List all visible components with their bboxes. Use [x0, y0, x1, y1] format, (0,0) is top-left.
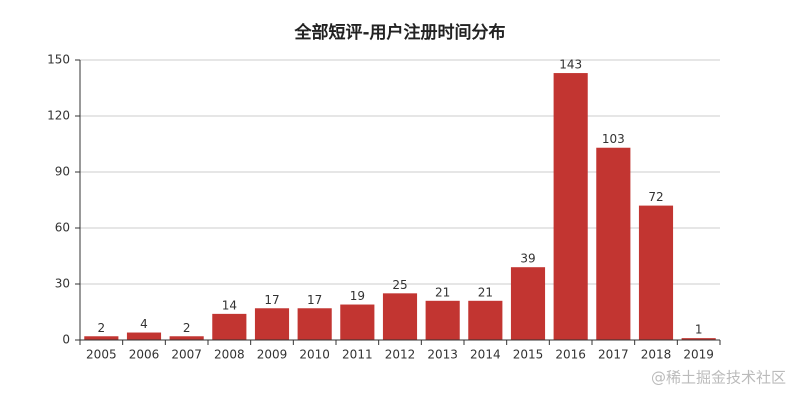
- value-label: 19: [350, 289, 365, 303]
- bar: [510, 267, 546, 340]
- x-tick-label: 2006: [129, 348, 160, 362]
- watermark: @稀土掘金技术社区: [651, 369, 786, 387]
- x-tick-label: 2009: [257, 348, 288, 362]
- x-tick-label: 2018: [641, 348, 672, 362]
- value-label: 143: [559, 58, 582, 72]
- x-tick-label: 2013: [427, 348, 458, 362]
- value-label: 1: [695, 323, 703, 337]
- y-tick-label: 0: [62, 333, 70, 347]
- y-tick-label: 150: [47, 53, 70, 67]
- bar: [468, 300, 503, 340]
- bar: [340, 304, 375, 340]
- bar: [638, 205, 674, 340]
- x-tick-label: 2016: [555, 348, 586, 362]
- x-tick-label: 2008: [214, 348, 245, 362]
- bar: [84, 336, 119, 340]
- bar: [681, 338, 716, 340]
- value-label: 2: [98, 321, 106, 335]
- value-label: 17: [264, 293, 279, 307]
- bar: [553, 73, 588, 341]
- x-tick-label: 2014: [470, 348, 501, 362]
- bar: [212, 313, 247, 340]
- y-tick-label: 60: [55, 221, 70, 235]
- value-label: 14: [222, 298, 237, 312]
- value-label: 4: [140, 317, 148, 331]
- bar: [297, 308, 332, 340]
- bar: [169, 336, 204, 340]
- bar: [596, 147, 631, 340]
- y-tick-label: 90: [55, 165, 70, 179]
- bar: [126, 332, 162, 340]
- value-label: 2: [183, 321, 191, 335]
- y-tick-label: 120: [47, 109, 70, 123]
- value-label: 17: [307, 293, 322, 307]
- value-label: 21: [478, 285, 493, 299]
- x-tick-label: 2019: [683, 348, 714, 362]
- value-label: 103: [602, 132, 625, 146]
- x-tick-label: 2010: [299, 348, 330, 362]
- x-tick-label: 2017: [598, 348, 629, 362]
- x-tick-label: 2015: [513, 348, 544, 362]
- bar: [382, 293, 418, 340]
- chart-title: 全部短评-用户注册时间分布: [293, 22, 505, 43]
- bar: [425, 300, 460, 340]
- x-tick-label: 2005: [86, 348, 117, 362]
- value-label: 39: [520, 252, 535, 266]
- value-label: 25: [392, 278, 407, 292]
- y-tick-label: 30: [55, 277, 70, 291]
- value-label: 72: [648, 190, 663, 204]
- value-label: 21: [435, 285, 450, 299]
- x-tick-label: 2011: [342, 348, 373, 362]
- x-tick-label: 2007: [171, 348, 202, 362]
- bar: [254, 308, 290, 340]
- x-tick-label: 2012: [385, 348, 416, 362]
